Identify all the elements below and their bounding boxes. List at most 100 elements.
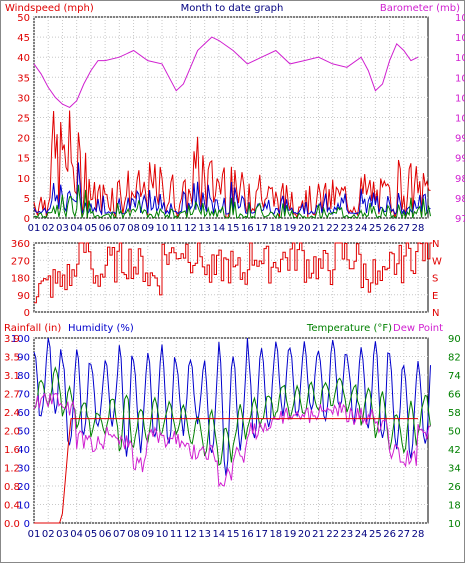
rain-y-tick: 0.0 <box>4 519 20 530</box>
climate-panel-x-tick: 17 <box>255 529 268 540</box>
wind-y-tick: 30 <box>17 93 30 104</box>
wind-panel-x-tick: 16 <box>241 223 254 234</box>
windspeed-label: Windspeed (mph) <box>5 3 94 14</box>
wind-panel-x-tick: 14 <box>213 223 226 234</box>
temp-y-tick: 58 <box>448 408 461 419</box>
humidity-y-tick: 90 <box>17 353 30 364</box>
temp-y-tick: 10 <box>448 519 461 530</box>
wind-panel-x-tick: 23 <box>341 223 354 234</box>
rainfall-line <box>34 418 418 524</box>
dir-compass-tick: N <box>432 239 439 250</box>
climate-panel-x-tick: 08 <box>127 529 140 540</box>
wind-panel-x-tick: 26 <box>383 223 396 234</box>
climate-panel-x-tick: 06 <box>99 529 112 540</box>
wind-panel-x-tick: 19 <box>284 223 297 234</box>
wind-panel-x-tick: 28 <box>412 223 425 234</box>
rain-y-tick: 3.5 <box>4 353 20 364</box>
dir-y-tick: 360 <box>11 239 30 250</box>
rain-y-tick: 2.4 <box>4 408 20 419</box>
barometer-line <box>33 36 419 108</box>
wind-panel-x-tick: 03 <box>56 223 69 234</box>
wind-panel-x-tick: 09 <box>141 223 154 234</box>
wind-panel-x-tick: 06 <box>99 223 112 234</box>
dir-y-tick: 270 <box>11 256 30 267</box>
baro-y-tick: 1035 <box>455 13 465 24</box>
climate-panel-x-tick: 23 <box>341 529 354 540</box>
climate-panel-x-tick: 25 <box>369 529 382 540</box>
wind-y-tick: 0 <box>24 214 30 225</box>
wind-panel-x-tick: 02 <box>42 223 55 234</box>
rainfall-label: Rainfall (in) <box>4 323 61 334</box>
humidity-y-tick: 60 <box>17 408 30 419</box>
baro-y-tick: 999 <box>455 134 465 145</box>
climate-panel-x-tick: 13 <box>198 529 211 540</box>
baro-y-tick: 981 <box>455 194 465 205</box>
baro-y-tick: 987 <box>455 174 465 185</box>
wind-panel-x-tick: 20 <box>298 223 311 234</box>
climate-panel-x-tick: 15 <box>227 529 240 540</box>
graph-title: Month to date graph <box>181 3 284 14</box>
temperature-label: Temperature (°F) <box>306 323 392 334</box>
wind-min-line <box>33 184 431 220</box>
wind-panel-x-tick: 11 <box>170 223 183 234</box>
baro-y-tick: 1023 <box>455 53 465 64</box>
humidity-label: Humidity (%) <box>68 323 134 334</box>
wind-panel-x-tick: 17 <box>255 223 268 234</box>
temp-y-tick: 50 <box>448 427 461 438</box>
wind-y-tick: 20 <box>17 134 30 145</box>
wind-y-tick: 50 <box>17 13 30 24</box>
dir-compass-tick: S <box>432 274 438 285</box>
baro-y-tick: 1017 <box>455 73 465 84</box>
humidity-y-tick: 100 <box>11 334 30 345</box>
wind-y-tick: 25 <box>17 114 30 125</box>
wind-panel-x-tick: 22 <box>326 223 339 234</box>
humidity-line <box>33 337 431 476</box>
wind-y-tick: 40 <box>17 53 30 64</box>
humidity-y-tick: 0 <box>24 519 30 530</box>
wind-panel-x-tick: 25 <box>369 223 382 234</box>
climate-panel-x-tick: 20 <box>298 529 311 540</box>
temp-y-tick: 82 <box>448 353 461 364</box>
baro-y-tick: 1029 <box>455 33 465 44</box>
temp-y-tick: 74 <box>448 371 461 382</box>
climate-panel-x-tick: 26 <box>383 529 396 540</box>
climate-panel-x-tick: 12 <box>184 529 197 540</box>
climate-panel-x-tick: 05 <box>85 529 98 540</box>
wind-y-tick: 10 <box>17 174 30 185</box>
climate-panel-x-tick: 01 <box>28 529 41 540</box>
climate-panel-x-tick: 22 <box>326 529 339 540</box>
dewpoint-line <box>33 392 431 488</box>
wind-panel-x-tick: 12 <box>184 223 197 234</box>
rain-y-tick: 1.2 <box>4 464 20 475</box>
dir-compass-tick: N <box>432 308 439 319</box>
wind-y-tick: 35 <box>17 73 30 84</box>
humidity-y-tick: 50 <box>17 427 30 438</box>
wind-panel-x-tick: 07 <box>113 223 126 234</box>
wind-panel-x-tick: 18 <box>269 223 282 234</box>
humidity-y-tick: 70 <box>17 390 30 401</box>
wind-panel-x-tick: 01 <box>28 223 41 234</box>
climate-panel-x-tick: 28 <box>412 529 425 540</box>
climate-panel-x-tick: 10 <box>156 529 169 540</box>
dir-y-tick: 180 <box>11 274 30 285</box>
rain-y-tick: 2.0 <box>4 427 20 438</box>
humidity-y-tick: 80 <box>17 371 30 382</box>
rain-y-tick: 3.1 <box>4 371 20 382</box>
rain-y-tick: 1.6 <box>4 445 20 456</box>
wind-panel-x-tick: 10 <box>156 223 169 234</box>
climate-panel-x-tick: 14 <box>213 529 226 540</box>
direction-line <box>34 242 433 304</box>
wind-panel-x-tick: 05 <box>85 223 98 234</box>
wind-panel-x-tick: 04 <box>70 223 83 234</box>
wind-gust-line <box>33 110 431 220</box>
temp-y-tick: 42 <box>448 445 461 456</box>
dir-compass-tick: E <box>432 291 438 302</box>
wind-avg-line <box>33 162 431 216</box>
rain-y-tick: 2.7 <box>4 390 20 401</box>
climate-panel-x-tick: 03 <box>56 529 69 540</box>
dir-y-tick: 90 <box>17 291 30 302</box>
climate-panel-x-tick: 16 <box>241 529 254 540</box>
barometer-label: Barometer (mb) <box>380 3 460 14</box>
climate-panel-x-tick: 07 <box>113 529 126 540</box>
